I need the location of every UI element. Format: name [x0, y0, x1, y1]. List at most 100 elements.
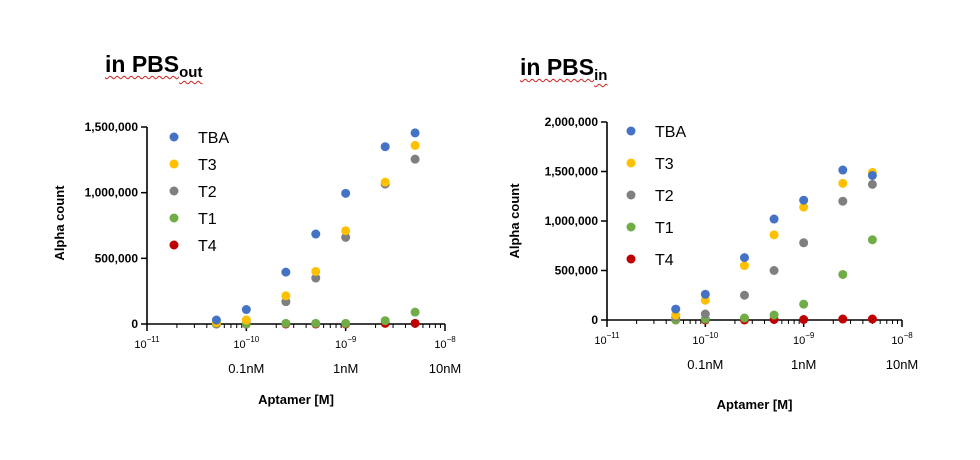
chart-title-main: in PBS — [105, 51, 180, 77]
x-annotation: 10nM — [886, 357, 919, 372]
legend-marker-t3 — [169, 159, 179, 169]
data-point-t1 — [410, 307, 420, 317]
legend-marker-t2 — [169, 186, 179, 196]
y-tick-label: 500,000 — [95, 251, 139, 265]
legend-label-t1: T1 — [655, 220, 674, 237]
legend-label-t3: T3 — [198, 157, 217, 174]
data-point-t3 — [281, 291, 291, 301]
data-point-t2 — [838, 196, 848, 206]
scatter-plot: 0 500,000 1,000,000 1,500,000 10−11 10−10 10−9… — [52, 120, 462, 407]
x-annotation: 0.1nM — [228, 361, 264, 376]
data-point-t2 — [739, 290, 749, 300]
data-point-tba — [700, 289, 710, 299]
x-annotation: 1nM — [791, 357, 816, 372]
data-point-t1 — [769, 310, 779, 320]
y-tick-label: 1,000,000 — [545, 214, 599, 228]
data-point-t2 — [867, 179, 877, 189]
x-axis-title: Aptamer [M] — [717, 397, 793, 412]
legend-label-t4: T4 — [198, 238, 217, 255]
x-annotation: 10nM — [429, 361, 462, 376]
x-tick-label: 10−8 — [891, 331, 913, 347]
y-tick-label: 0 — [131, 317, 138, 331]
data-point-tba — [311, 229, 321, 239]
x-tick-label: 10−9 — [335, 335, 357, 351]
data-point-t3 — [410, 140, 420, 150]
legend-marker-tba — [626, 126, 636, 136]
y-tick-label: 0 — [591, 313, 598, 327]
data-point-t1 — [341, 318, 351, 328]
x-tick-label: 10−8 — [434, 335, 456, 351]
chart-title-subscript: out — [179, 64, 203, 81]
data-point-t3 — [311, 266, 321, 276]
y-tick-label: 1,500,000 — [85, 120, 139, 134]
legend-label-t2: T2 — [655, 188, 674, 205]
data-point-tba — [410, 128, 420, 138]
data-point-t2 — [410, 154, 420, 164]
legend-marker-tba — [169, 132, 179, 142]
data-point-tba — [799, 195, 809, 205]
scatter-plot: 0 500,000 1,000,000 1,500,000 2,000,000 10−11… — [507, 115, 919, 412]
data-point-tba — [739, 253, 749, 263]
data-point-t3 — [769, 230, 779, 240]
legend-label-t1: T1 — [198, 211, 217, 228]
data-point-tba — [341, 188, 351, 198]
legend-label-tba: TBA — [198, 130, 229, 147]
data-point-t2 — [769, 266, 779, 275]
chart-panel-pbs-in: in PBSin 0 500,000 1,000,000 1,500,000 2,000… — [490, 0, 980, 460]
data-point-t3 — [799, 202, 809, 212]
data-point-tba — [867, 170, 877, 180]
chart-title-main: in PBS — [520, 54, 595, 80]
legend-label-t4: T4 — [655, 252, 674, 269]
legend-label-t3: T3 — [655, 156, 674, 173]
data-point-t2 — [311, 273, 321, 283]
legend-marker-t4 — [626, 254, 636, 264]
data-point-t1 — [281, 318, 291, 328]
data-point-tba — [838, 165, 848, 175]
legend-marker-t1 — [626, 222, 636, 232]
chart-panel-pbs-out: in PBSout 0 500,000 1,000,000 1,500,000 10−1… — [52, 51, 462, 408]
legend-marker-t1 — [169, 213, 179, 223]
chart-title: in PBSin — [520, 54, 607, 84]
legend-marker-t4 — [169, 240, 179, 250]
data-point-tba — [380, 142, 390, 152]
data-point-t3 — [739, 261, 749, 271]
y-tick-label: 1,000,000 — [85, 186, 139, 200]
data-point-t2 — [700, 309, 710, 319]
data-point-t1 — [380, 316, 390, 326]
y-tick-label: 1,500,000 — [545, 165, 599, 179]
data-point-t4 — [410, 318, 420, 328]
chart-title-subscript: in — [594, 67, 608, 84]
x-axis-title: Aptamer [M] — [258, 392, 334, 407]
x-tick-label: 10−11 — [594, 331, 620, 347]
x-tick-label: 10−10 — [233, 335, 259, 351]
data-point-t3 — [380, 177, 390, 187]
data-point-t1 — [838, 269, 848, 279]
data-point-tba — [769, 214, 779, 224]
data-point-t3 — [341, 226, 351, 236]
legend-marker-t3 — [626, 158, 636, 168]
legend-label-t2: T2 — [198, 184, 217, 201]
data-point-t1 — [311, 318, 321, 328]
data-point-t3 — [838, 178, 848, 188]
data-point-t4 — [867, 314, 877, 324]
y-axis-title: Alpha count — [52, 185, 67, 261]
legend-label-tba: TBA — [655, 124, 686, 141]
x-annotation: 1nM — [333, 361, 358, 376]
data-point-t1 — [739, 313, 749, 323]
data-point-t1 — [799, 299, 809, 309]
data-point-tba — [211, 315, 221, 325]
data-point-t4 — [799, 315, 809, 325]
legend-marker-t2 — [626, 190, 636, 200]
x-tick-label: 10−11 — [134, 335, 160, 351]
data-point-t2 — [341, 232, 351, 242]
data-point-t2 — [799, 238, 809, 248]
y-tick-label: 2,000,000 — [545, 115, 599, 129]
data-point-tba — [241, 305, 251, 315]
x-tick-label: 10−10 — [692, 331, 718, 347]
data-point-tba — [281, 267, 291, 277]
x-annotation: 0.1nM — [687, 357, 723, 372]
y-tick-label: 500,000 — [555, 264, 599, 278]
data-point-t1 — [867, 235, 877, 245]
chart-title: in PBSout — [105, 51, 202, 81]
y-axis-title: Alpha count — [507, 183, 522, 259]
